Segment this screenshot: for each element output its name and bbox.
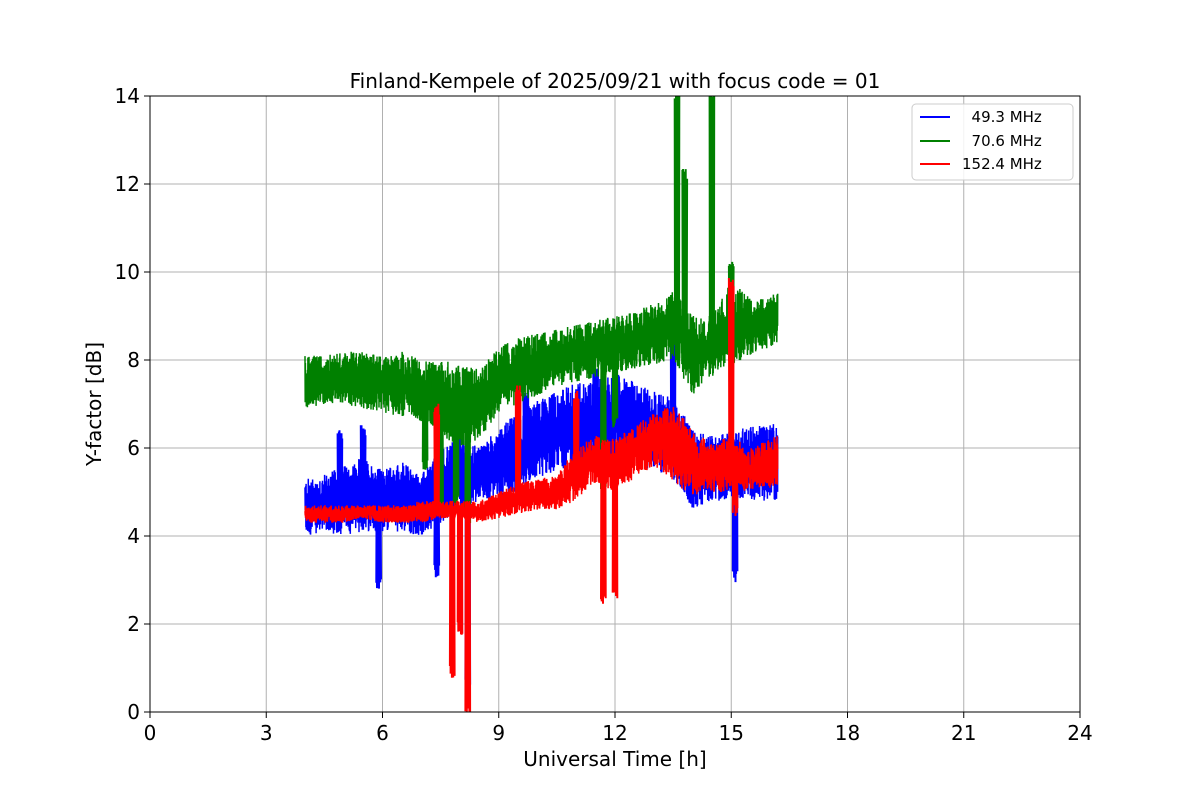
x-axis-ticks: 0 3 6 9 12 15 18 21 24 bbox=[144, 712, 1093, 745]
series-spike bbox=[359, 425, 367, 495]
series-spike bbox=[433, 403, 441, 511]
y-tick-label: 14 bbox=[115, 84, 140, 108]
x-tick-label: 21 bbox=[951, 721, 976, 745]
legend-label-70mhz: 70.6 MHz bbox=[962, 132, 1042, 150]
series-spike bbox=[611, 344, 619, 428]
series-line bbox=[304, 282, 779, 446]
y-axis-label: Y-factor [dB] bbox=[82, 342, 106, 467]
series-spike bbox=[464, 405, 472, 524]
chart-title: Finland-Kempele of 2025/09/21 with focus… bbox=[350, 69, 881, 93]
series-spike bbox=[611, 465, 619, 599]
series-line bbox=[304, 407, 779, 523]
y-tick-label: 8 bbox=[127, 348, 140, 372]
y-tick-label: 4 bbox=[127, 524, 140, 548]
y-tick-label: 12 bbox=[115, 172, 140, 196]
legend-box bbox=[911, 103, 1074, 181]
x-tick-label: 12 bbox=[602, 721, 627, 745]
series-spike bbox=[673, 96, 681, 332]
x-tick-label: 6 bbox=[376, 721, 389, 745]
series-spike bbox=[681, 168, 689, 344]
x-tick-label: 18 bbox=[835, 721, 860, 745]
series-spike bbox=[375, 499, 382, 589]
legend-label-49mhz: 49.3 MHz bbox=[962, 108, 1042, 126]
series-spike bbox=[448, 509, 456, 678]
series-spike bbox=[727, 277, 735, 464]
x-tick-label: 3 bbox=[260, 721, 273, 745]
series-spike bbox=[421, 392, 429, 470]
series-spike bbox=[336, 430, 344, 502]
y-tick-label: 6 bbox=[127, 436, 140, 460]
y-tick-label: 2 bbox=[127, 612, 140, 636]
y-tick-label: 0 bbox=[127, 700, 140, 724]
series-spike bbox=[514, 385, 522, 499]
series-spike bbox=[708, 96, 716, 347]
series-spike bbox=[522, 389, 530, 448]
y-tick-label: 10 bbox=[115, 260, 140, 284]
x-tick-label: 15 bbox=[719, 721, 744, 745]
x-tick-label: 24 bbox=[1067, 721, 1092, 745]
legend: 49.3 MHz 70.6 MHz 152.4 MHz bbox=[911, 103, 1074, 181]
x-tick-label: 9 bbox=[492, 721, 505, 745]
series-152mhz bbox=[304, 277, 779, 712]
series-spike bbox=[452, 404, 460, 507]
legend-label-152mhz: 152.4 MHz bbox=[962, 155, 1042, 173]
series-layer bbox=[304, 96, 779, 712]
y-axis-ticks: 0 2 4 6 8 10 12 14 bbox=[115, 84, 150, 724]
series-spike bbox=[592, 367, 599, 422]
series-spike bbox=[600, 461, 607, 604]
series-spike bbox=[464, 510, 472, 712]
series-spike bbox=[456, 509, 464, 635]
x-axis-label: Universal Time [h] bbox=[523, 747, 706, 771]
series-spike bbox=[572, 390, 580, 475]
series-spike bbox=[731, 464, 739, 517]
x-tick-label: 0 bbox=[144, 721, 157, 745]
